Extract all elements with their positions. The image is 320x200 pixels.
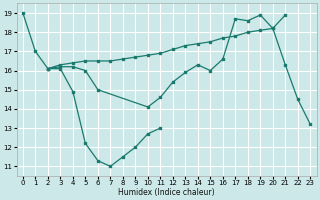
X-axis label: Humidex (Indice chaleur): Humidex (Indice chaleur) bbox=[118, 188, 215, 197]
